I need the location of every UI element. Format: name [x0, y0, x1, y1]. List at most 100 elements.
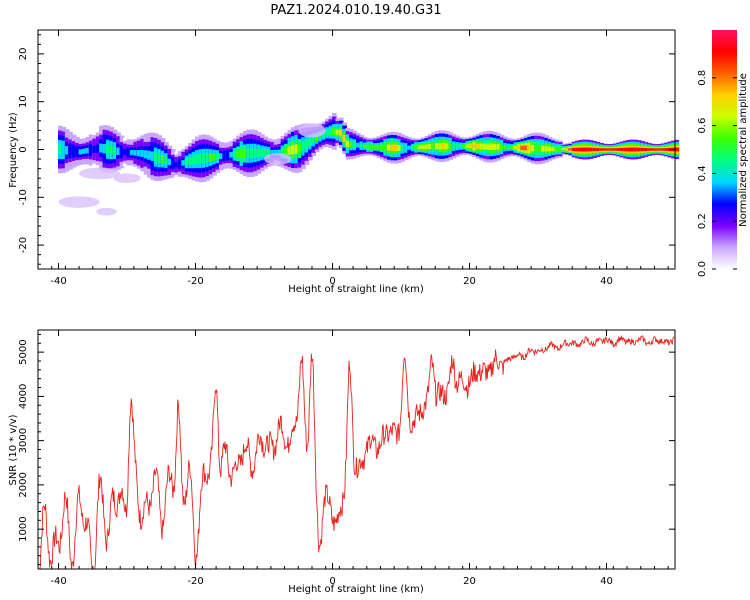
spectrogram-cell	[373, 145, 378, 149]
spectrogram-cell	[277, 149, 282, 156]
spectrogram-cell	[602, 148, 608, 151]
spectrogram-ytick-label: -10	[18, 189, 29, 205]
spectrogram-cell	[201, 153, 207, 164]
spectrogram-cell	[568, 148, 573, 151]
spectrogram-blob	[96, 207, 117, 216]
spectrogram-cell	[75, 148, 80, 155]
snr-xtick-label: 0	[329, 576, 335, 587]
spectrogram-cell	[222, 153, 228, 159]
spectrogram-cell	[273, 149, 279, 156]
colorbar-scale	[712, 30, 737, 269]
spectrogram-cell	[82, 148, 87, 154]
spectrogram-cell	[479, 143, 484, 150]
spectrogram-cell	[633, 147, 639, 152]
spectrogram-cell	[547, 146, 553, 152]
spectrogram-cell	[88, 146, 94, 154]
spectrogram-cell	[417, 145, 423, 149]
spectrogram-cell	[99, 143, 104, 153]
spectrogram-cell	[595, 148, 601, 151]
spectrogram-cell	[325, 129, 330, 136]
spectrogram-cell	[318, 133, 323, 139]
spectrogram-ticks: -40 -20 0 20 40 -20 -10 0 10 20	[18, 30, 675, 287]
spectrogram-cell	[390, 144, 395, 151]
spectrogram-cell	[150, 151, 156, 161]
spectrogram-cell	[116, 147, 121, 156]
spectrogram-cell	[345, 140, 351, 147]
snr-ytick-label: 5000	[18, 339, 29, 364]
spectrogram-cell	[129, 150, 135, 156]
spectrogram-cell	[571, 147, 577, 152]
spectrogram-cell	[297, 143, 303, 154]
spectrogram-cell	[462, 144, 467, 148]
spectrogram-cell	[311, 136, 317, 144]
spectrogram-cell	[359, 143, 365, 148]
spectrogram-cell	[503, 145, 508, 150]
spectrogram-cell	[606, 148, 611, 151]
snr-ylabel: SNR (10 * v/v)	[8, 414, 19, 485]
spectrogram-cell	[558, 147, 563, 151]
spectrogram-cell	[249, 148, 255, 158]
colorbar-tick-label: 0.2	[697, 213, 708, 229]
spectrogram-cell	[92, 145, 97, 153]
spectrogram-cell	[78, 149, 84, 155]
spectrogram-cell	[304, 140, 310, 149]
spectrogram-cell	[266, 149, 272, 156]
spectrogram-cell	[475, 143, 481, 149]
snr-series-line	[38, 335, 675, 570]
spectrogram-cell	[85, 147, 91, 154]
colorbar-tick-label: 0.4	[697, 165, 708, 181]
spectrogram-cell	[205, 153, 210, 163]
spectrogram-cell	[441, 142, 447, 150]
spectrogram-cell	[314, 135, 320, 141]
spectrogram-cell	[143, 150, 149, 159]
spectrogram-cell	[68, 146, 73, 155]
spectrogram-cell	[280, 148, 286, 155]
spectrogram-cell	[421, 145, 426, 149]
snr-panel: -40 -20 0 20 40 1000 2000 3000 4000 5000 Height o…	[8, 329, 676, 595]
spectrogram-cell	[407, 145, 412, 150]
spectrogram-cell	[492, 143, 498, 150]
spectrogram-cell	[109, 145, 115, 155]
spectrogram-cell	[386, 144, 392, 151]
spectrogram-cell	[239, 149, 245, 158]
spectrogram-cell	[397, 144, 402, 151]
spectrogram-cell	[177, 161, 183, 167]
spectrogram-cell	[410, 145, 416, 150]
snr-frame	[37, 329, 676, 570]
snr-xtick-label: -20	[187, 576, 203, 587]
spectrogram-cell	[451, 143, 457, 149]
spectrogram-cell	[636, 147, 642, 152]
snr-ytick-label: 2000	[18, 472, 29, 497]
spectrogram-cell	[414, 145, 419, 150]
spectrogram-cell	[424, 144, 430, 149]
spectrogram-cell	[157, 153, 162, 163]
spectrogram-cell	[160, 154, 166, 164]
spectrogram-cell	[164, 156, 169, 165]
spectrogram-cell	[561, 148, 567, 151]
spectrogram-cell	[376, 144, 382, 150]
figure-title: PAZ1.2024.010.19.40.G31	[270, 3, 441, 18]
spectrogram-cell	[393, 144, 399, 151]
spectrogram-cell	[626, 147, 632, 152]
spectrogram-ytick-label: 20	[18, 48, 29, 61]
snr-ytick-label: 3000	[18, 428, 29, 453]
spectrogram-cell	[400, 145, 406, 151]
spectrogram-cell	[575, 147, 580, 152]
spectrogram-cell	[564, 148, 570, 151]
spectrogram-cell	[208, 153, 214, 162]
spectrogram-cell	[133, 150, 139, 156]
spectrogram-cell	[61, 145, 67, 155]
spectrogram-xtick-label: 0	[329, 276, 335, 287]
spectrogram-ytick-label: 0	[18, 146, 29, 152]
spectrogram-cell	[592, 147, 597, 152]
spectrogram-cell	[335, 129, 341, 135]
spectrogram-cell	[537, 145, 543, 152]
spectrogram-cell	[623, 147, 628, 152]
spectrogram-cell	[664, 148, 669, 151]
spectrogram-cell	[427, 144, 433, 150]
spectrogram-cell	[188, 157, 193, 165]
spectrogram-cell	[356, 142, 361, 148]
spectrogram-cell	[496, 144, 502, 150]
spectrogram-cell	[554, 147, 560, 151]
spectrogram-cell	[362, 144, 368, 149]
